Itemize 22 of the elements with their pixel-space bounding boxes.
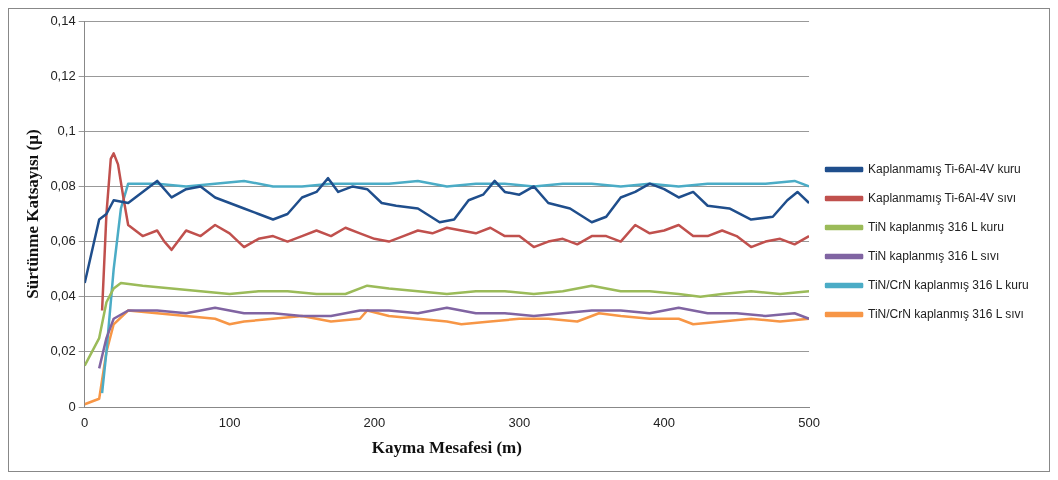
- y-axis-title: Sürtünme Katsayısı (µ): [22, 129, 42, 299]
- x-tick-label: 400: [653, 415, 676, 431]
- legend-label: TiN kaplanmış 316 L sıvı: [868, 248, 1000, 263]
- y-tick-label: 0,1: [57, 122, 76, 138]
- legend-label: TiN/CrN kaplanmış 316 L sıvı: [868, 306, 1024, 321]
- x-tick-label: 100: [218, 415, 241, 431]
- y-tick-label: 0,04: [50, 288, 76, 304]
- y-tick-label: 0,12: [50, 67, 76, 83]
- x-tick-label: 200: [363, 415, 386, 431]
- x-tick-label: 300: [508, 415, 531, 431]
- legend-label: TiN kaplanmış 316 L kuru: [868, 219, 1004, 234]
- x-tick-label: 500: [798, 415, 820, 431]
- legend-label: TiN/CrN kaplanmış 316 L kuru: [868, 277, 1029, 292]
- y-tick-label: 0,14: [50, 12, 76, 28]
- legend-label: Kaplanmamış Ti-6Al-4V kuru: [868, 161, 1021, 176]
- y-tick-label: 0,08: [50, 178, 76, 194]
- x-axis-title: Kayma Mesafesi (m): [371, 438, 522, 458]
- legend-label: Kaplanmamış Ti-6Al-4V sıvı: [868, 190, 1017, 205]
- y-tick-label: 0,02: [50, 343, 76, 359]
- y-tick-label: 0,06: [50, 233, 76, 249]
- x-tick-label: 0: [81, 415, 89, 431]
- y-tick-label: 0: [68, 398, 76, 414]
